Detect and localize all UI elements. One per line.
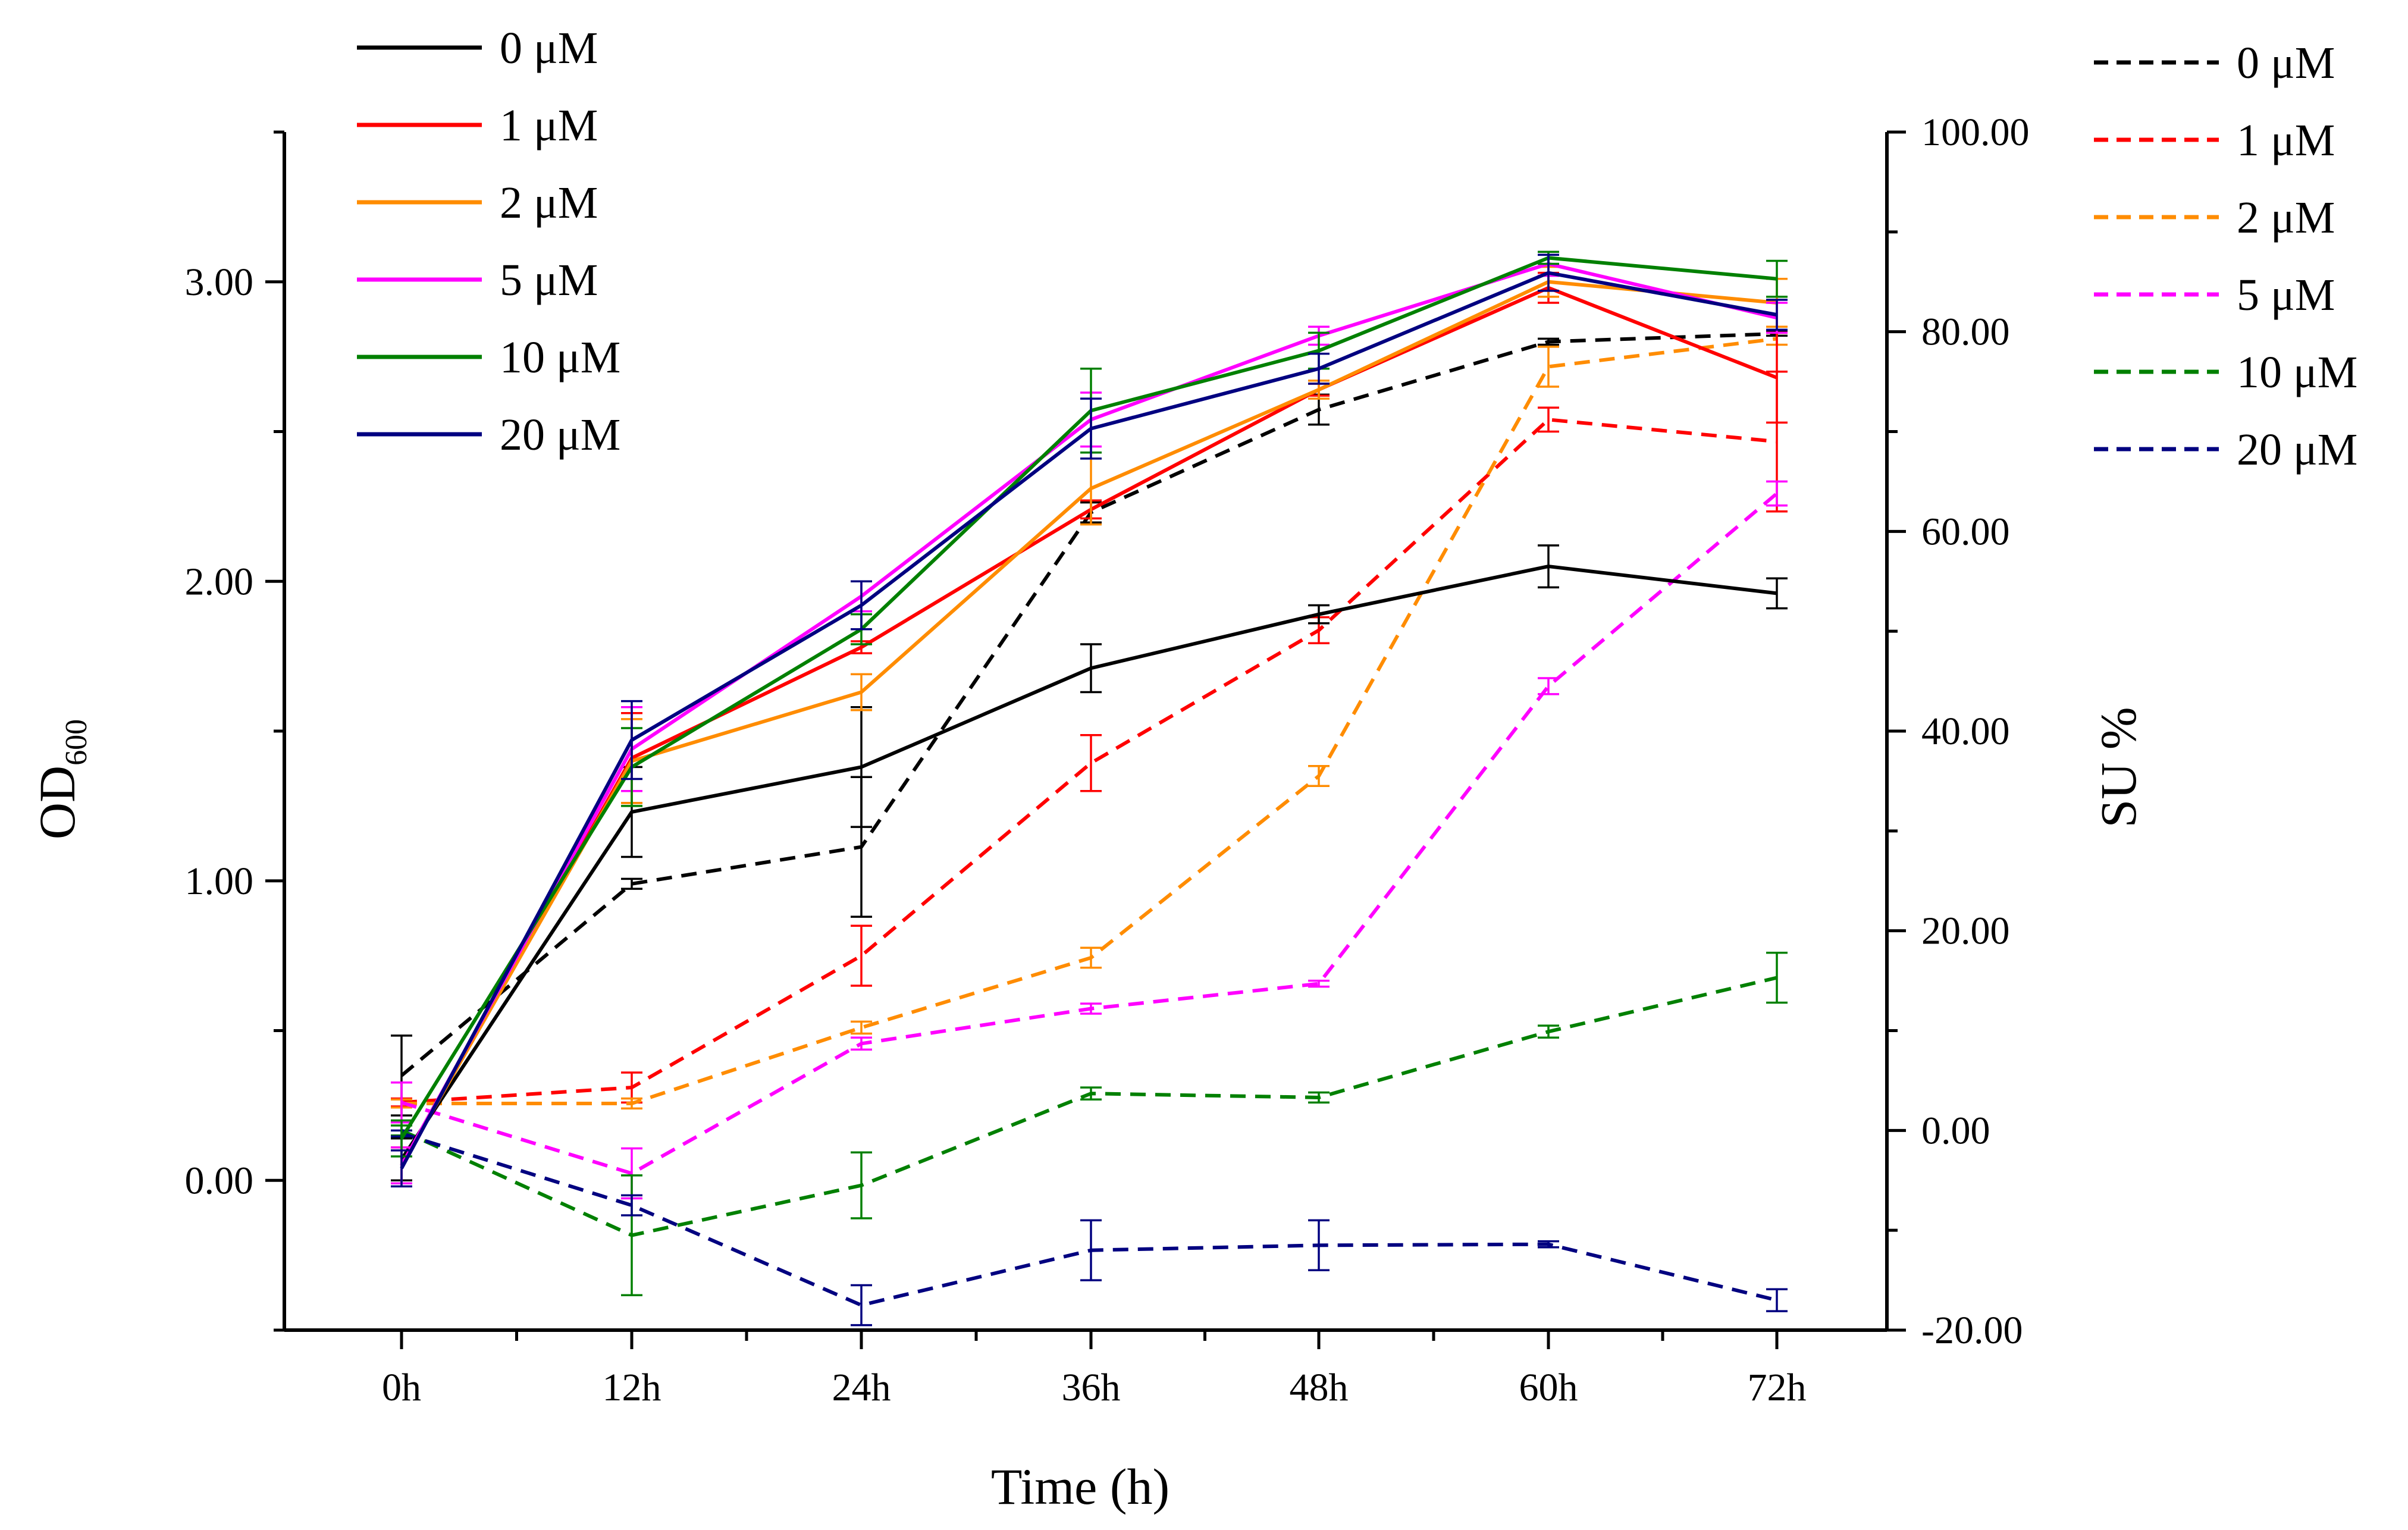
x-tick-label: 48h: [1290, 1366, 1349, 1409]
od-legend-label: 1 μM: [500, 101, 598, 151]
right-y-tick-label: 80.00: [1921, 311, 2010, 354]
od-series-2um: [391, 265, 1788, 1185]
su-legend-label: 1 μM: [2237, 115, 2335, 165]
left-y-axis-title-subscript: 600: [59, 719, 93, 766]
od-series-10um: [391, 250, 1788, 1158]
su-series-5um: [391, 480, 1788, 1200]
right-y-tick-label: 100.00: [1921, 111, 2030, 154]
left-y-tick-label: 1.00: [185, 860, 254, 903]
su-line: [401, 418, 1777, 1105]
od-legend-label: 10 μM: [500, 333, 620, 382]
od-legend-label: 0 μM: [500, 23, 598, 73]
legend-su: 0 μM 1 μM 2 μM 5 μM 10 μM 20 μM: [2094, 38, 2357, 475]
right-y-tick-label: 0.00: [1921, 1109, 1990, 1152]
su-line: [401, 1131, 1777, 1308]
od-series-5um: [391, 250, 1788, 1185]
od-line: [400, 271, 1777, 1170]
left-y-tick-label: 3.00: [185, 261, 254, 304]
x-axis-title: Time (h): [991, 1458, 1169, 1515]
su-line: [400, 976, 1777, 1237]
su-legend-label: 0 μM: [2237, 38, 2335, 88]
left-y-axis-title-main: OD: [29, 766, 86, 839]
x-tick-label: 24h: [832, 1366, 891, 1409]
od-series-0um: [391, 544, 1788, 1181]
su-series-group: [391, 330, 1788, 1327]
x-ticks: 0h 12h 24h 36h 48h 60h 72h: [382, 1330, 1807, 1409]
x-tick-label: 0h: [382, 1366, 421, 1409]
legend-od: 0 μM 1 μM 2 μM 5 μM 10 μM 20 μM: [357, 23, 620, 460]
od-line: [400, 256, 1777, 1140]
su-series-1um: [391, 371, 1788, 1108]
left-y-tick-label: 0.00: [185, 1159, 254, 1202]
su-series-10um: [391, 951, 1788, 1297]
su-legend-label: 20 μM: [2237, 425, 2357, 475]
right-y-tick-label: 20.00: [1921, 910, 2010, 953]
od-series-group: [391, 250, 1788, 1188]
od-line: [400, 565, 1777, 1161]
left-y-ticks: 0.00 1.00 2.00 3.00: [185, 130, 284, 1332]
su-legend-label: 5 μM: [2237, 270, 2335, 320]
x-tick-label: 60h: [1519, 1366, 1578, 1409]
od-series-20um: [391, 253, 1788, 1188]
su-series-20um: [391, 1129, 1788, 1327]
left-y-tick-label: 2.00: [185, 560, 254, 603]
od-legend-label: 20 μM: [500, 410, 620, 460]
su-legend-label: 2 μM: [2237, 193, 2335, 243]
su-legend-label: 10 μM: [2237, 347, 2357, 397]
axes-frame: [283, 132, 1889, 1332]
su-line: [401, 492, 1778, 1175]
su-line: [402, 337, 1777, 1106]
right-y-tick-label: 40.00: [1921, 710, 2010, 753]
x-tick-label: 12h: [603, 1366, 661, 1409]
right-y-tick-label: 60.00: [1921, 510, 2010, 553]
right-y-ticks: -20.00 0.00 20.00 40.00 60.00 80.00 100.00: [1887, 111, 2030, 1352]
x-tick-label: 36h: [1062, 1366, 1121, 1409]
x-tick-label: 72h: [1748, 1366, 1807, 1409]
od-legend-label: 2 μM: [500, 178, 598, 228]
right-y-tick-label: -20.00: [1921, 1309, 2023, 1352]
left-y-axis-title: OD600: [29, 719, 93, 839]
od-legend-label: 5 μM: [500, 255, 598, 305]
right-y-axis-title: SU %: [2090, 707, 2147, 827]
